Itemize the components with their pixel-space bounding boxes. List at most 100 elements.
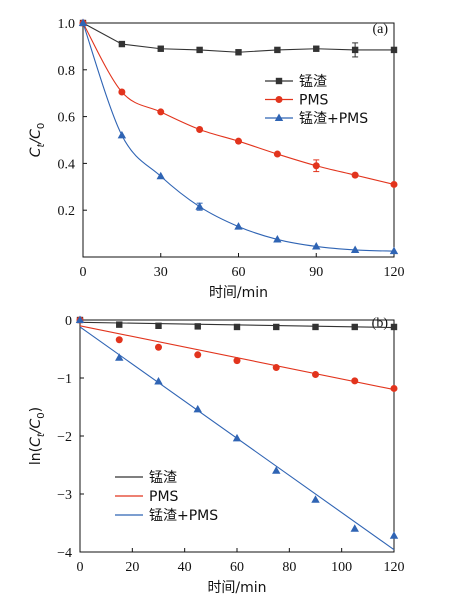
data-point (156, 171, 165, 180)
data-point (118, 88, 126, 96)
data-point (157, 45, 164, 52)
legend-label: 锰渣 (299, 74, 327, 90)
data-point (312, 162, 320, 170)
data-point (312, 241, 321, 250)
data-point (389, 531, 399, 539)
series-pms (79, 19, 398, 188)
data-point (154, 376, 163, 385)
data-point (115, 336, 123, 344)
data-point (272, 466, 281, 474)
x-tick-label: 60 (230, 560, 244, 575)
y-axis-title-part: /C (28, 418, 44, 435)
data-point (390, 323, 398, 331)
x-tick-label: 60 (232, 265, 246, 280)
x-tick-label: 30 (154, 265, 168, 280)
y-tick-label: −3 (57, 488, 72, 503)
data-point (194, 351, 202, 359)
data-point (195, 202, 204, 210)
data-point (350, 524, 359, 532)
data-point (75, 315, 85, 323)
data-point (233, 357, 241, 365)
data-point (233, 323, 241, 331)
data-point (234, 222, 243, 230)
legend-label: 锰渣+PMS (149, 508, 218, 524)
legend-marker (275, 96, 283, 103)
series-manganese-slag-pms (78, 18, 399, 255)
series-line (82, 22, 395, 252)
data-point (312, 323, 319, 331)
x-axis-title: 时间/min (207, 580, 266, 596)
y-tick-label: −1 (57, 372, 72, 387)
data-point (273, 323, 280, 331)
y-axis-title-part: /C (28, 129, 44, 146)
y-tick-label: 0.8 (58, 64, 76, 79)
data-point (312, 371, 319, 379)
series-line (82, 22, 394, 53)
data-point (155, 343, 162, 351)
y-tick-label: −4 (57, 546, 72, 561)
legend-label: PMS (149, 489, 179, 505)
y-axis-title: Ct/C0 (28, 123, 47, 158)
x-tick-label: 0 (80, 265, 87, 280)
data-point (351, 377, 359, 385)
data-point (389, 246, 399, 255)
series-manganese-slag (79, 321, 398, 331)
y-axis-title-part: C (28, 437, 44, 447)
data-point (274, 46, 281, 54)
series-pms (79, 325, 398, 392)
data-point (157, 108, 165, 116)
data-point (194, 323, 201, 330)
data-point (118, 40, 126, 48)
y-axis-title-part: 0 (36, 123, 47, 129)
y-tick-label: 0.4 (58, 157, 76, 172)
data-point (311, 495, 320, 503)
data-point (351, 171, 359, 179)
y-tick-label: 1.0 (58, 17, 76, 32)
data-point (235, 137, 242, 145)
y-axis-title-part: ) (28, 407, 44, 412)
x-tick-label: 20 (125, 560, 139, 575)
chart-panel-b: 0 20 40 60 80 100 120−4−3−2−10时间/minln(Ct/C0)(… (28, 314, 405, 596)
series-line (82, 22, 395, 185)
panel-label: (b) (372, 316, 389, 331)
x-tick-label: 100 (331, 560, 352, 575)
x-tick-label: 80 (282, 560, 296, 575)
y-tick-label: 0.2 (58, 204, 76, 219)
y-axis-title: ln(Ct/C0) (28, 407, 47, 465)
y-axis-title-part: t (36, 432, 47, 437)
data-point (193, 404, 202, 413)
y-tick-label: 0 (65, 314, 72, 329)
data-point (350, 245, 360, 253)
legend-label: 锰渣+PMS (299, 111, 368, 127)
data-point (232, 433, 242, 442)
x-tick-label: 120 (384, 265, 405, 280)
data-point (117, 130, 127, 139)
legend-label: PMS (299, 93, 329, 109)
legend: 锰渣 PMS 锰渣+PMS (115, 470, 218, 524)
data-point (390, 46, 398, 54)
data-point (351, 323, 358, 331)
data-point (313, 45, 320, 52)
data-point (115, 353, 124, 361)
data-point (78, 18, 88, 26)
y-axis-title-part: C (28, 147, 44, 157)
data-point (155, 322, 162, 329)
legend: 锰渣 PMS 锰渣+PMS (265, 74, 368, 127)
data-point (273, 234, 282, 243)
panel-label: (a) (372, 22, 388, 37)
x-tick-label: 0 (77, 560, 84, 575)
data-point (351, 46, 359, 54)
data-point (196, 46, 203, 54)
x-tick-label: 40 (178, 560, 192, 575)
x-tick-label: 90 (309, 265, 323, 280)
series-manganese-slag (79, 19, 398, 58)
chart-panel-a: 0 30 60 90 1200.20.40.60.81.0时间/minCt/C0(a)锰… (28, 17, 405, 301)
series-manganese-slag-pms (79, 326, 399, 551)
y-tick-label: −2 (57, 430, 72, 445)
y-axis-title-part: ln( (28, 447, 44, 465)
legend-label: 锰渣 (149, 470, 177, 486)
y-axis-title-part: t (36, 143, 47, 148)
data-point (116, 321, 123, 328)
data-point (273, 150, 281, 158)
